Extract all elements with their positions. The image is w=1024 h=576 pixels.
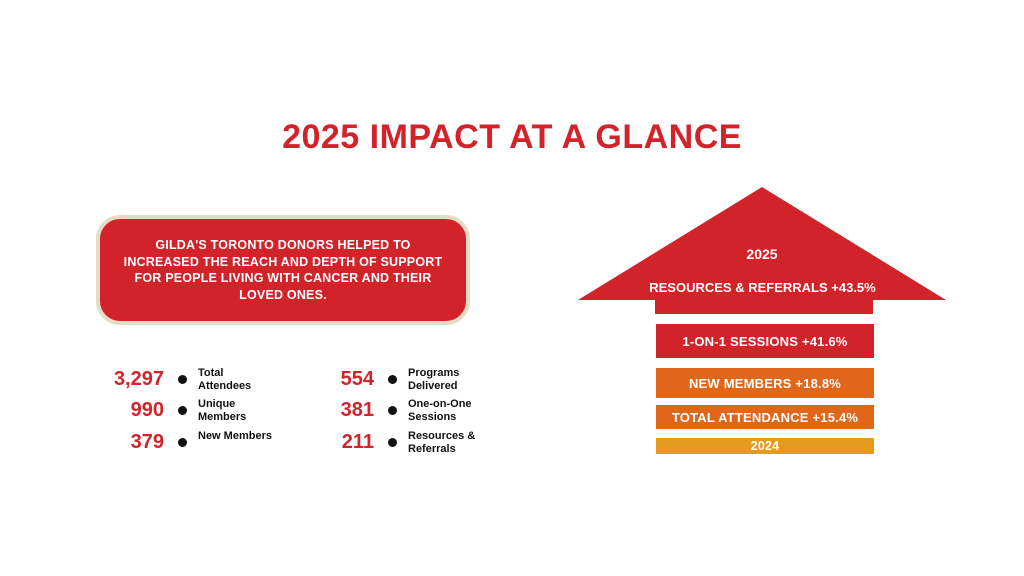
stat-value: 211: [341, 431, 374, 453]
stat-label: New Members: [198, 430, 272, 442]
arrow-year-label: 2025: [746, 246, 778, 262]
tier-total-attendance: TOTAL ATTENDANCE +15.4%: [656, 405, 874, 429]
stat-programs-delivered: 554 Programs Delivered: [310, 367, 488, 393]
bullet-icon: [178, 375, 187, 384]
page-title: 2025 IMPACT AT A GLANCE: [282, 118, 742, 156]
arrow-head-shape: [578, 187, 946, 300]
bullet-icon: [388, 406, 397, 415]
stat-value: 990: [130, 399, 164, 421]
callout-box: GILDA'S TORONTO DONORS HELPED TO INCREAS…: [96, 215, 470, 325]
stat-new-members: 379 New Members: [100, 430, 278, 454]
stat-total-attendees: 3,297 Total Attendees: [100, 367, 278, 393]
tier-new-members: NEW MEMBERS +18.8%: [656, 368, 874, 398]
stat-label: Total Attendees: [198, 367, 252, 392]
bullet-icon: [178, 406, 187, 415]
stat-value: 3,297: [113, 368, 164, 390]
bullet-icon: [388, 375, 397, 384]
bullet-icon: [388, 438, 397, 447]
stat-resources-referrals: 211 Resources & Referrals: [310, 430, 488, 456]
stat-value: 379: [130, 431, 164, 453]
callout-text: GILDA'S TORONTO DONORS HELPED TO INCREAS…: [123, 238, 443, 302]
stat-value: 554: [340, 368, 374, 390]
tier-resources-referrals: RESOURCES & REFERRALS +43.5%: [649, 280, 876, 295]
stat-label: Unique Members: [198, 398, 247, 423]
stat-value: 381: [340, 399, 374, 421]
stat-one-on-one-sessions: 381 One-on-One Sessions: [310, 398, 488, 424]
tier-one-on-one-sessions: 1-ON-1 SESSIONS +41.6%: [656, 324, 874, 358]
stat-label: Programs Delivered: [408, 367, 460, 392]
stat-label: One-on-One Sessions: [408, 398, 472, 423]
arrow-head-base: [655, 296, 873, 314]
tier-baseline-year: 2024: [656, 438, 874, 454]
bullet-icon: [178, 438, 187, 447]
stat-unique-members: 990 Unique Members: [100, 398, 278, 424]
stat-label: Resources & Referrals: [408, 430, 476, 455]
